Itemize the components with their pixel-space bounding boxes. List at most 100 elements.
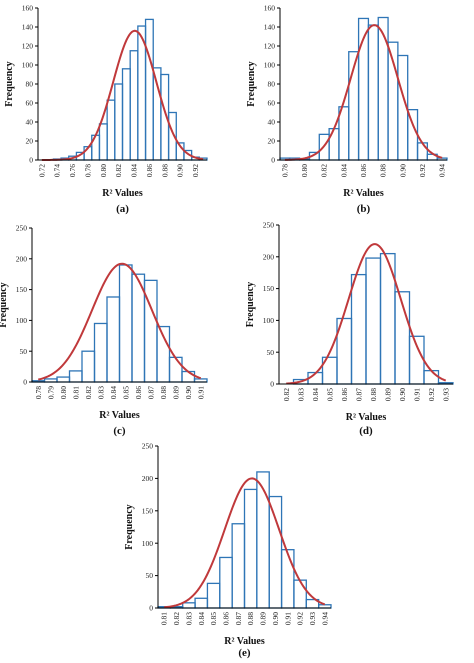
x-tick-label: 0.84	[130, 164, 139, 177]
histogram-bar	[231, 523, 246, 609]
x-tick-label: 0.85	[325, 388, 334, 401]
histogram-bar	[106, 296, 121, 383]
y-tick-label: 60	[268, 99, 276, 108]
y-tick-label: 0	[270, 380, 274, 389]
y-tick-label: 0	[23, 378, 27, 387]
x-tick-label: 0.85	[209, 612, 218, 625]
histogram-bar	[377, 16, 389, 161]
y-tick-label: 60	[26, 99, 34, 108]
y-axis-title: Frequency	[124, 504, 135, 549]
y-tick-label: 80	[268, 80, 276, 89]
y-tick-label: 140	[22, 23, 34, 32]
histogram-bar	[367, 24, 379, 161]
y-tick-label: 120	[22, 42, 34, 51]
y-tick-label: 160	[264, 4, 276, 13]
chart-panel: 0 50 100 150 200 250 0.78 0.79 0.80 0.81 0.82 0.83 0…	[0, 224, 208, 437]
x-tick-label: 0.84	[109, 386, 118, 399]
histogram-bar	[106, 99, 116, 161]
y-tick-label: 0	[271, 156, 275, 165]
y-tick-label: 50	[146, 571, 154, 580]
histogram-bar	[365, 257, 382, 385]
y-tick-label: 150	[142, 506, 154, 515]
x-tick-label: 0.86	[359, 164, 368, 177]
histogram-bar	[118, 264, 133, 383]
y-axis-title: Frequency	[4, 61, 15, 106]
x-tick-label: 0.92	[418, 164, 427, 177]
y-tick-label: 0	[29, 156, 33, 165]
x-axis-title: R² Values	[99, 410, 140, 421]
x-tick-label: 0.78	[83, 164, 92, 177]
x-tick-label: 0.82	[114, 164, 123, 177]
histogram-bar	[293, 579, 307, 609]
histogram-bar	[256, 471, 270, 609]
y-tick-label: 200	[263, 252, 275, 261]
x-axis-title: R² Values	[224, 636, 265, 647]
x-tick-label: 0.91	[412, 388, 421, 401]
x-tick-label: 0.84	[197, 612, 206, 625]
histogram-bar	[81, 350, 96, 383]
y-tick-label: 40	[268, 118, 276, 127]
x-axis-title: R² Values	[346, 412, 387, 423]
x-tick-label: 0.90	[176, 164, 185, 177]
x-tick-label: 0.94	[320, 612, 329, 625]
normal-fit-curve	[41, 29, 204, 161]
y-tick-label: 140	[264, 23, 276, 32]
x-tick-label: 0.93	[308, 612, 317, 625]
panel-label: (a)	[116, 203, 129, 215]
histogram-bar	[243, 488, 258, 609]
histogram-bar	[328, 127, 340, 161]
x-tick-label: 0.91	[196, 386, 205, 399]
x-tick-label: 0.87	[146, 386, 155, 399]
x-tick-label: 0.88	[246, 612, 255, 625]
x-tick-label: 0.87	[354, 388, 363, 401]
x-tick-label: 0.90	[184, 386, 193, 399]
x-tick-label: 0.87	[234, 612, 243, 625]
normal-fit-curve	[164, 477, 326, 609]
panel-label: (d)	[359, 425, 373, 437]
y-tick-label: 50	[267, 348, 275, 357]
histogram-bar	[68, 370, 83, 383]
x-tick-label: 0.92	[296, 612, 305, 625]
histogram-bar	[56, 376, 71, 383]
x-tick-label: 0.90	[271, 612, 280, 625]
panel-label: (b)	[357, 203, 371, 215]
y-tick-label: 100	[264, 61, 276, 70]
y-tick-label: 100	[142, 539, 154, 548]
x-tick-label: 0.88	[159, 386, 168, 399]
x-tick-label: 0.86	[134, 386, 143, 399]
y-tick-label: 100	[22, 61, 34, 70]
x-tick-label: 0.74	[53, 164, 62, 177]
chart-panel: 0 50 100 150 200 250 0.81 0.82 0.83 0.84 0.85 0.86 0…	[124, 442, 332, 659]
histogram-bar	[219, 556, 233, 609]
histogram-bar	[93, 322, 108, 383]
y-axis-title: Frequency	[0, 282, 9, 327]
y-tick-label: 150	[16, 285, 28, 294]
x-tick-label: 0.80	[99, 164, 108, 177]
x-tick-label: 0.88	[160, 164, 169, 177]
x-tick-label: 0.89	[383, 388, 392, 401]
y-tick-label: 160	[22, 4, 34, 13]
x-tick-label: 0.90	[398, 388, 407, 401]
chart-panel: 0 50 100 150 200 250 0.82 0.83 0.84 0.85 0.86 0.87 0…	[245, 221, 454, 437]
histogram-bar	[98, 123, 108, 161]
x-tick-label: 0.82	[84, 386, 93, 399]
x-tick-label: 0.82	[172, 612, 181, 625]
x-tick-label: 0.79	[46, 386, 55, 399]
y-tick-label: 150	[263, 284, 275, 293]
histogram-bar	[194, 597, 209, 609]
x-tick-label: 0.89	[259, 612, 268, 625]
x-tick-label: 0.72	[37, 164, 46, 177]
y-tick-label: 20	[26, 137, 34, 146]
x-tick-label: 0.88	[369, 388, 378, 401]
x-tick-label: 0.78	[34, 386, 43, 399]
x-tick-label: 0.83	[296, 388, 305, 401]
x-tick-label: 0.86	[221, 612, 230, 625]
y-axis-title: Frequency	[246, 61, 257, 106]
histogram-bar	[268, 495, 283, 609]
histogram-bar	[280, 549, 295, 609]
normal-fit-curve	[284, 24, 443, 161]
x-tick-label: 0.78	[280, 164, 289, 177]
y-axis-title: Frequency	[245, 282, 256, 327]
x-tick-label: 0.89	[171, 386, 180, 399]
